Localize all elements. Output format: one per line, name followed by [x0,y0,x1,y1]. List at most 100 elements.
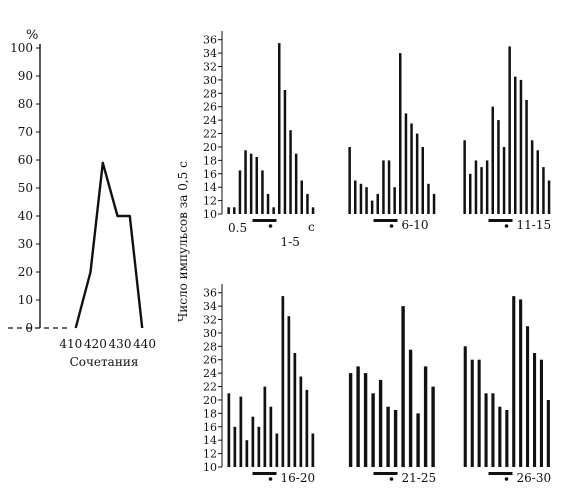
histogram-bar [514,76,517,214]
panel-y-tick-label: 20 [203,394,217,407]
panel-y-tick-label: 24 [203,114,217,127]
histogram-bar [370,200,374,214]
histogram-bar [293,353,297,467]
panel-y-tick-label: 14 [203,181,217,194]
left-y-tick-label: 80 [18,97,33,111]
histogram-bar [281,296,285,467]
histogram-bar [227,393,231,467]
histogram-bar [469,173,472,214]
panel-y-tick-label: 12 [203,448,217,461]
panel-y-tick-label: 32 [203,314,217,327]
left-x-tick-label: 430 [109,337,132,351]
panel-y-tick-label: 28 [203,340,217,353]
panel-trial-label: 6-10 [402,218,429,232]
histogram-bar [238,170,242,214]
left-y-tick-label: 30 [18,237,33,251]
left-series-line [74,161,144,329]
histogram-bar [393,187,396,214]
panel-trial-label: 1-5 [281,235,300,249]
histogram-bar [415,133,419,214]
panel-y-tick-label: 32 [203,61,217,74]
panel-x-tick-label: с [308,220,315,234]
histogram-bar [421,147,424,214]
panel-trial-label: 26-30 [517,471,552,485]
histogram-bar [416,413,420,467]
histogram-bar [233,207,236,214]
histogram-bar [266,193,270,214]
histogram-bar [283,90,287,214]
panel-y-tick-label: 20 [203,141,217,154]
panel-y-tick-label: 26 [203,354,217,367]
histogram-bar [263,386,267,467]
panel-y-tick-label: 10 [203,208,217,221]
stimulus-marker-bar [373,219,398,222]
left-x-axis-label: Сочетания [70,355,139,369]
histogram-bar [311,207,315,214]
histogram-bar [502,147,506,214]
histogram-bar [239,396,243,467]
stimulus-marker-dot [268,477,273,481]
histogram-bar [386,406,390,467]
histogram-bar [423,366,428,467]
panel-y-tick-label: 36 [203,34,217,47]
histogram-bar [491,393,495,467]
panel-y-tick-label: 18 [203,407,217,420]
histogram-bar [305,389,309,467]
histogram-bar [505,410,509,467]
stimulus-marker-dot [389,224,394,228]
histogram-bar [311,433,315,467]
stimulus-marker-dot [504,477,509,481]
left-y-tick-label: 70 [18,125,33,139]
panel-y-tick-label: 26 [203,101,217,114]
histogram-bar [512,296,516,467]
panel-y-tick-label: 22 [203,128,217,141]
histogram-bar [365,187,368,214]
histogram-bar [387,160,391,214]
panel-y-tick-label: 30 [203,74,217,87]
histogram-bar [536,150,539,214]
histogram-bar [261,170,264,214]
stimulus-marker-bar [488,472,513,475]
histogram-bar [244,150,247,214]
histogram-bar [306,193,309,214]
histogram-bar [399,53,402,214]
histogram-bar [427,183,430,214]
histogram-bar [432,193,436,214]
histogram-bar [363,373,368,467]
histogram-bar [539,359,543,467]
stimulus-marker-bar [252,472,277,475]
histogram-bar [227,207,230,214]
histogram-bar [348,373,353,467]
left-y-tick-label: 20 [18,265,33,279]
stimulus-marker-dot [268,224,273,228]
panel-y-tick-label: 24 [203,367,217,380]
histogram-bar [272,207,275,214]
left-x-tick-label: 420 [84,337,107,351]
histogram-bar [526,326,530,467]
histogram-bar [508,46,511,215]
histogram-bar [249,153,253,214]
histogram-bar [359,183,363,214]
histogram-bar [484,393,488,467]
histogram-bar [251,416,255,467]
histogram-bar [255,157,258,214]
histogram-bar [300,180,303,214]
histogram-bar [294,153,298,214]
histogram-bar [356,366,360,467]
panel-y-tick-label: 16 [203,421,217,434]
histogram-bar [498,406,502,467]
histogram-panel: 26-30 [463,296,552,485]
histogram-bar [525,100,528,214]
panel-y-tick-label: 28 [203,87,217,100]
histogram-bar [371,393,375,467]
histogram-bar [393,410,398,467]
histogram-panel: 21-25 [348,306,436,485]
histogram-bar [474,160,478,214]
left-x-tick-label: 440 [133,337,156,351]
stimulus-marker-bar [252,219,277,222]
